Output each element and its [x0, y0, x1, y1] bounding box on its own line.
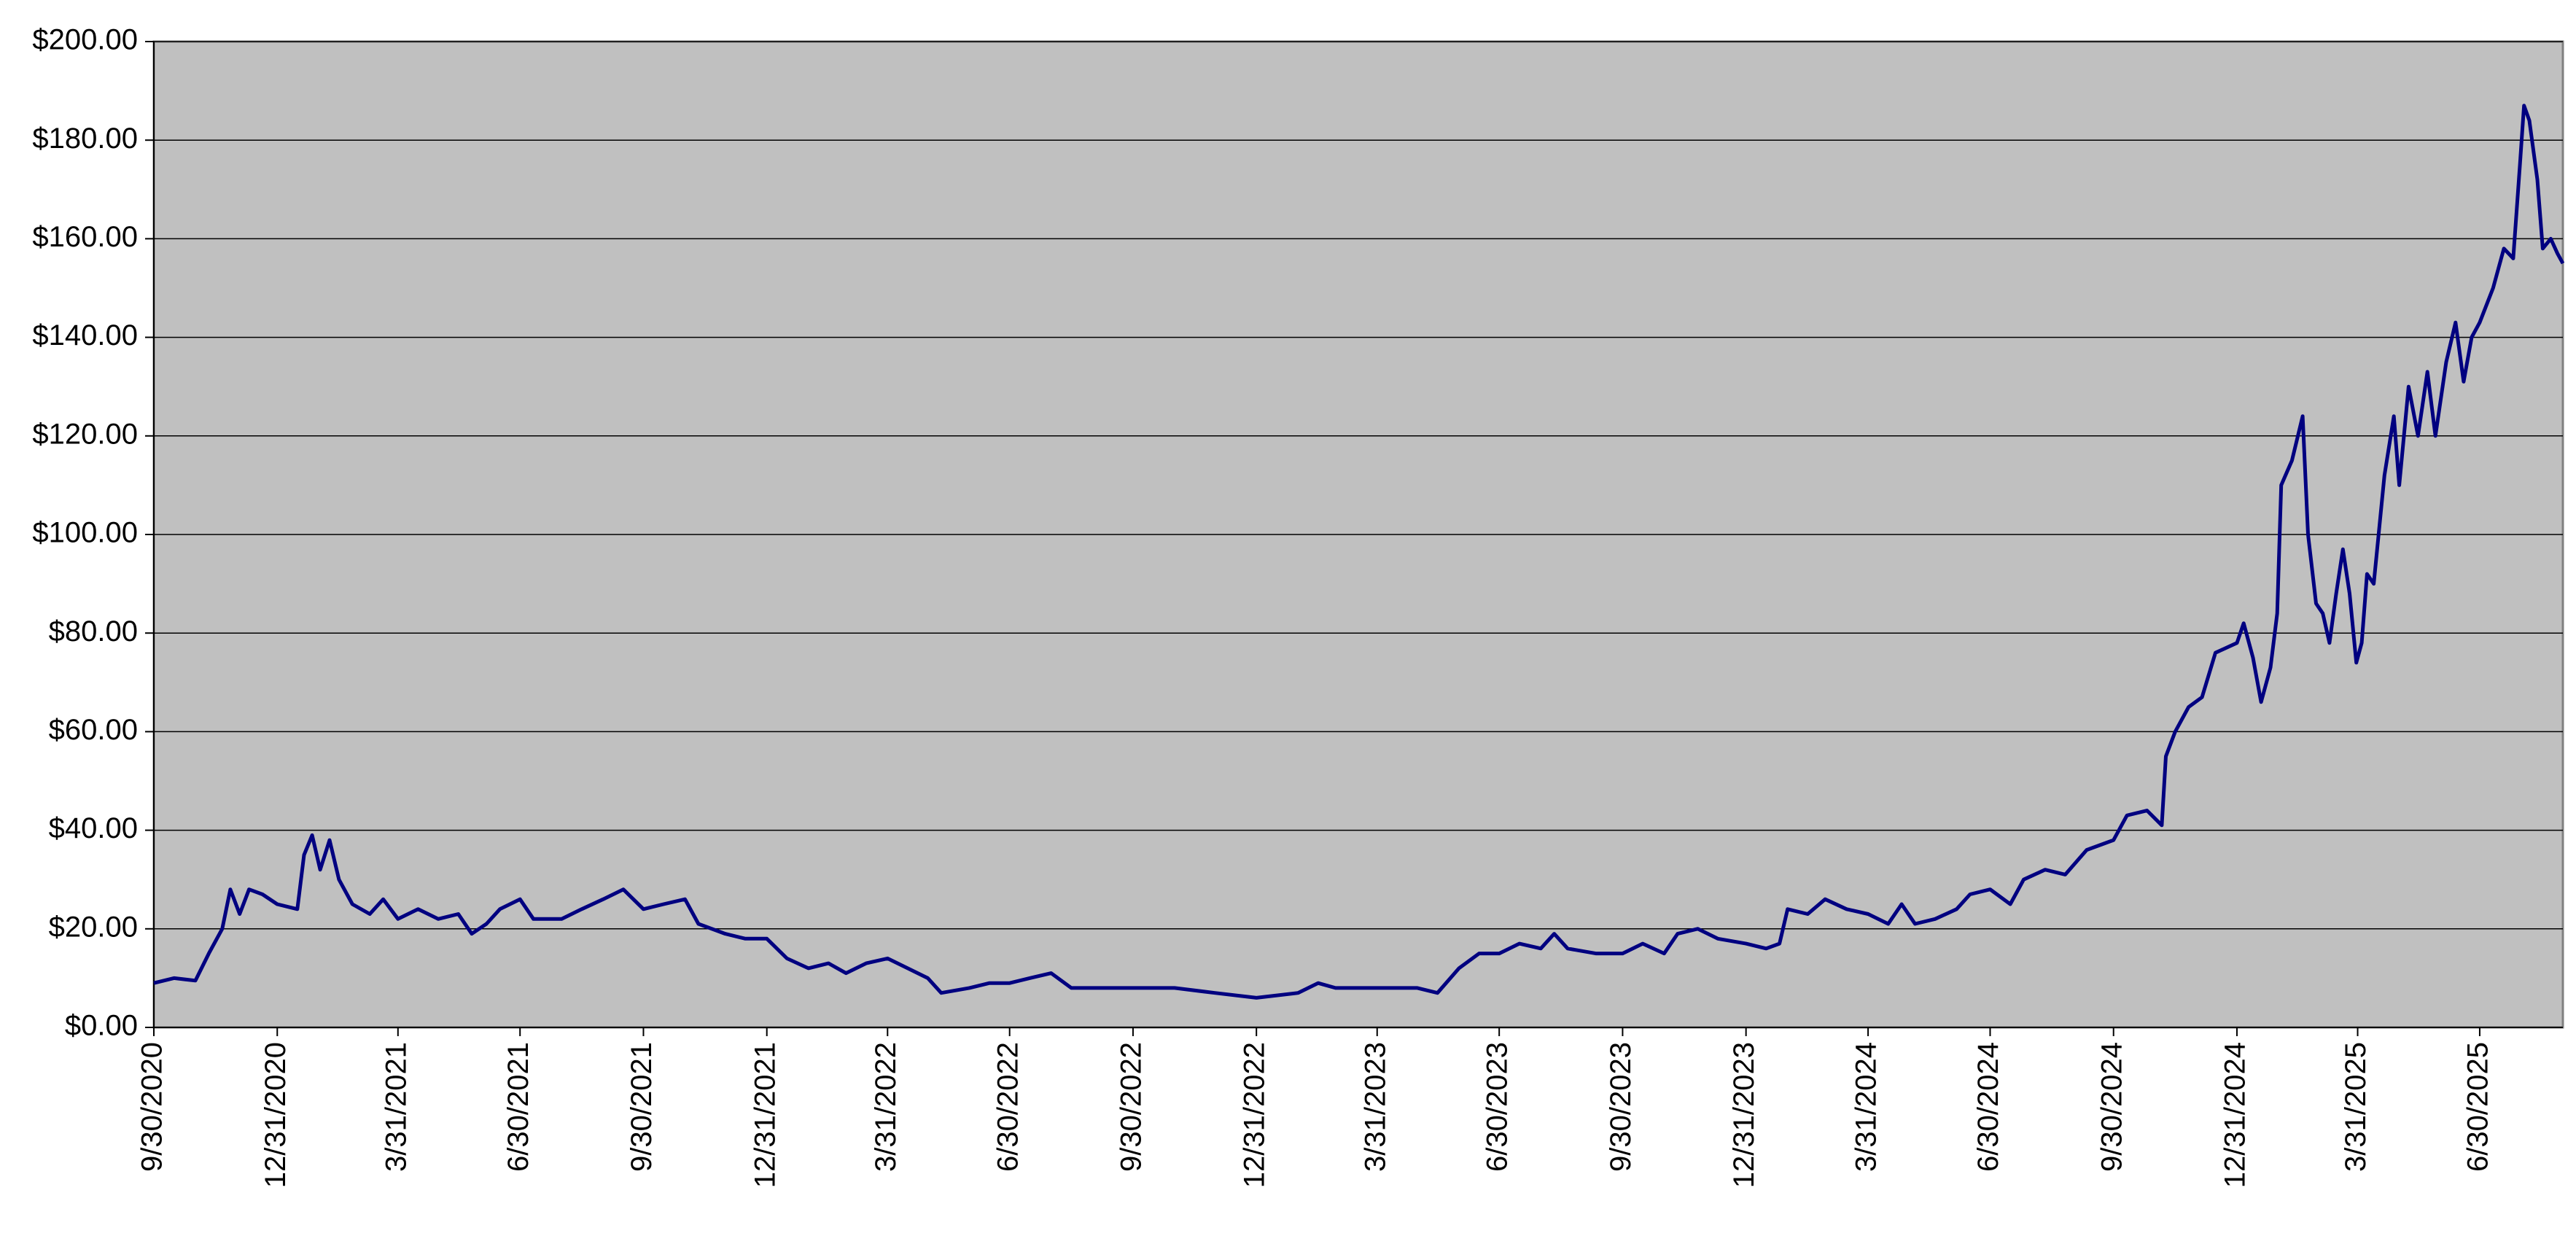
y-tick-label: $0.00: [65, 1010, 138, 1042]
x-tick-label: 9/30/2022: [1116, 1042, 1148, 1172]
x-tick-label: 12/31/2021: [749, 1042, 781, 1188]
x-tick-label: 3/31/2022: [870, 1042, 902, 1172]
x-tick-label: 9/30/2023: [1605, 1042, 1637, 1172]
x-tick-label: 12/31/2020: [260, 1042, 292, 1188]
x-tick-label: 6/30/2025: [2462, 1042, 2494, 1172]
x-tick-label: 6/30/2022: [992, 1042, 1024, 1172]
y-tick-label: $120.00: [32, 418, 138, 450]
y-tick-label: $180.00: [32, 123, 138, 155]
x-tick-label: 9/30/2024: [2096, 1042, 2128, 1172]
x-tick-label: 6/30/2023: [1482, 1042, 1514, 1172]
y-tick-label: $160.00: [32, 221, 138, 253]
y-tick-label: $60.00: [49, 714, 138, 746]
y-tick-label: $140.00: [32, 319, 138, 351]
x-tick-label: 3/31/2023: [1359, 1042, 1391, 1172]
y-tick-label: $200.00: [32, 24, 138, 56]
x-tick-label: 6/30/2021: [502, 1042, 534, 1172]
y-tick-label: $80.00: [49, 615, 138, 648]
y-tick-label: $100.00: [32, 517, 138, 549]
x-tick-label: 3/31/2021: [380, 1042, 412, 1172]
x-tick-label: 6/30/2024: [1972, 1042, 2004, 1172]
x-tick-label: 12/31/2023: [1728, 1042, 1760, 1188]
x-tick-label: 12/31/2022: [1239, 1042, 1271, 1188]
x-tick-label: 3/31/2024: [1851, 1042, 1883, 1172]
y-tick-label: $40.00: [49, 812, 138, 844]
y-tick-label: $20.00: [49, 911, 138, 943]
x-tick-label: 9/30/2021: [626, 1042, 658, 1172]
x-tick-label: 9/30/2020: [136, 1042, 168, 1172]
x-tick-label: 3/31/2025: [2340, 1042, 2372, 1172]
x-tick-label: 12/31/2024: [2219, 1042, 2252, 1188]
price-line: [153, 104, 2565, 1000]
